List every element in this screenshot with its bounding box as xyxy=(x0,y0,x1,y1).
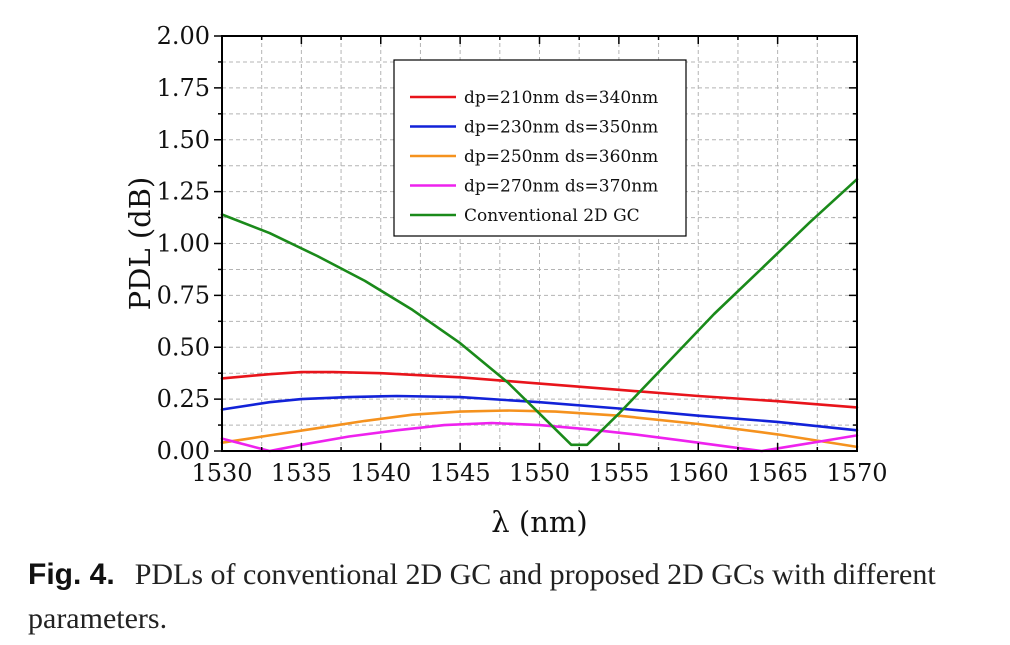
series-line xyxy=(220,177,859,447)
y-tick-label: 1.00 xyxy=(157,230,210,258)
axes-ticks: 1530 1535 1540 1545 1550 1555 1560 1565 1570 0.00… xyxy=(157,22,888,487)
y-tick-label: 1.25 xyxy=(157,178,210,206)
y-tick-label: 0.25 xyxy=(157,385,210,413)
y-tick-label: 0.50 xyxy=(157,333,210,361)
legend-label: dp=250nm ds=360nm xyxy=(464,147,658,167)
x-axis-label: λ (nm) xyxy=(491,505,587,539)
x-tick-label: 1535 xyxy=(271,459,332,487)
legend-label: dp=210nm ds=340nm xyxy=(464,88,658,108)
figure-caption: Fig. 4. PDLs of conventional 2D GC and pr… xyxy=(28,553,998,641)
plot-lines xyxy=(220,177,859,453)
y-axis-label: PDL (dB) xyxy=(123,177,157,311)
x-tick-label: 1530 xyxy=(191,459,252,487)
legend-box xyxy=(393,59,687,237)
legend-label: dp=230nm ds=350nm xyxy=(464,118,658,138)
y-tick-label: 1.75 xyxy=(157,74,210,102)
legend-label: dp=270nm ds=370nm xyxy=(464,177,658,197)
series-line xyxy=(220,394,859,432)
x-tick-label: 1545 xyxy=(430,459,491,487)
y-tick-label: 1.50 xyxy=(157,126,210,154)
y-tick-label: 0.75 xyxy=(157,281,210,309)
x-tick-label: 1565 xyxy=(747,459,808,487)
x-tick-label: 1555 xyxy=(588,459,649,487)
series-line xyxy=(220,370,859,409)
y-tick-label: 2.00 xyxy=(157,22,210,50)
pdl-line-chart: 1530 1535 1540 1545 1550 1555 1560 1565 1570 0.00… xyxy=(123,22,888,539)
y-tick-label: 0.00 xyxy=(157,437,210,465)
series-line xyxy=(220,421,859,453)
x-tick-label: 1550 xyxy=(509,459,570,487)
legend-label: Conventional 2D GC xyxy=(464,206,640,226)
series-line xyxy=(220,409,859,449)
legend: dp=210nm ds=340nm dp=230nm ds=350nm dp=250… xyxy=(393,59,687,237)
x-tick-label: 1540 xyxy=(350,459,411,487)
caption-text: PDLs of conventional 2D GC and proposed … xyxy=(28,558,936,635)
x-tick-label: 1560 xyxy=(668,459,729,487)
x-tick-label: 1570 xyxy=(826,459,887,487)
caption-label: Fig. 4. xyxy=(28,558,115,591)
